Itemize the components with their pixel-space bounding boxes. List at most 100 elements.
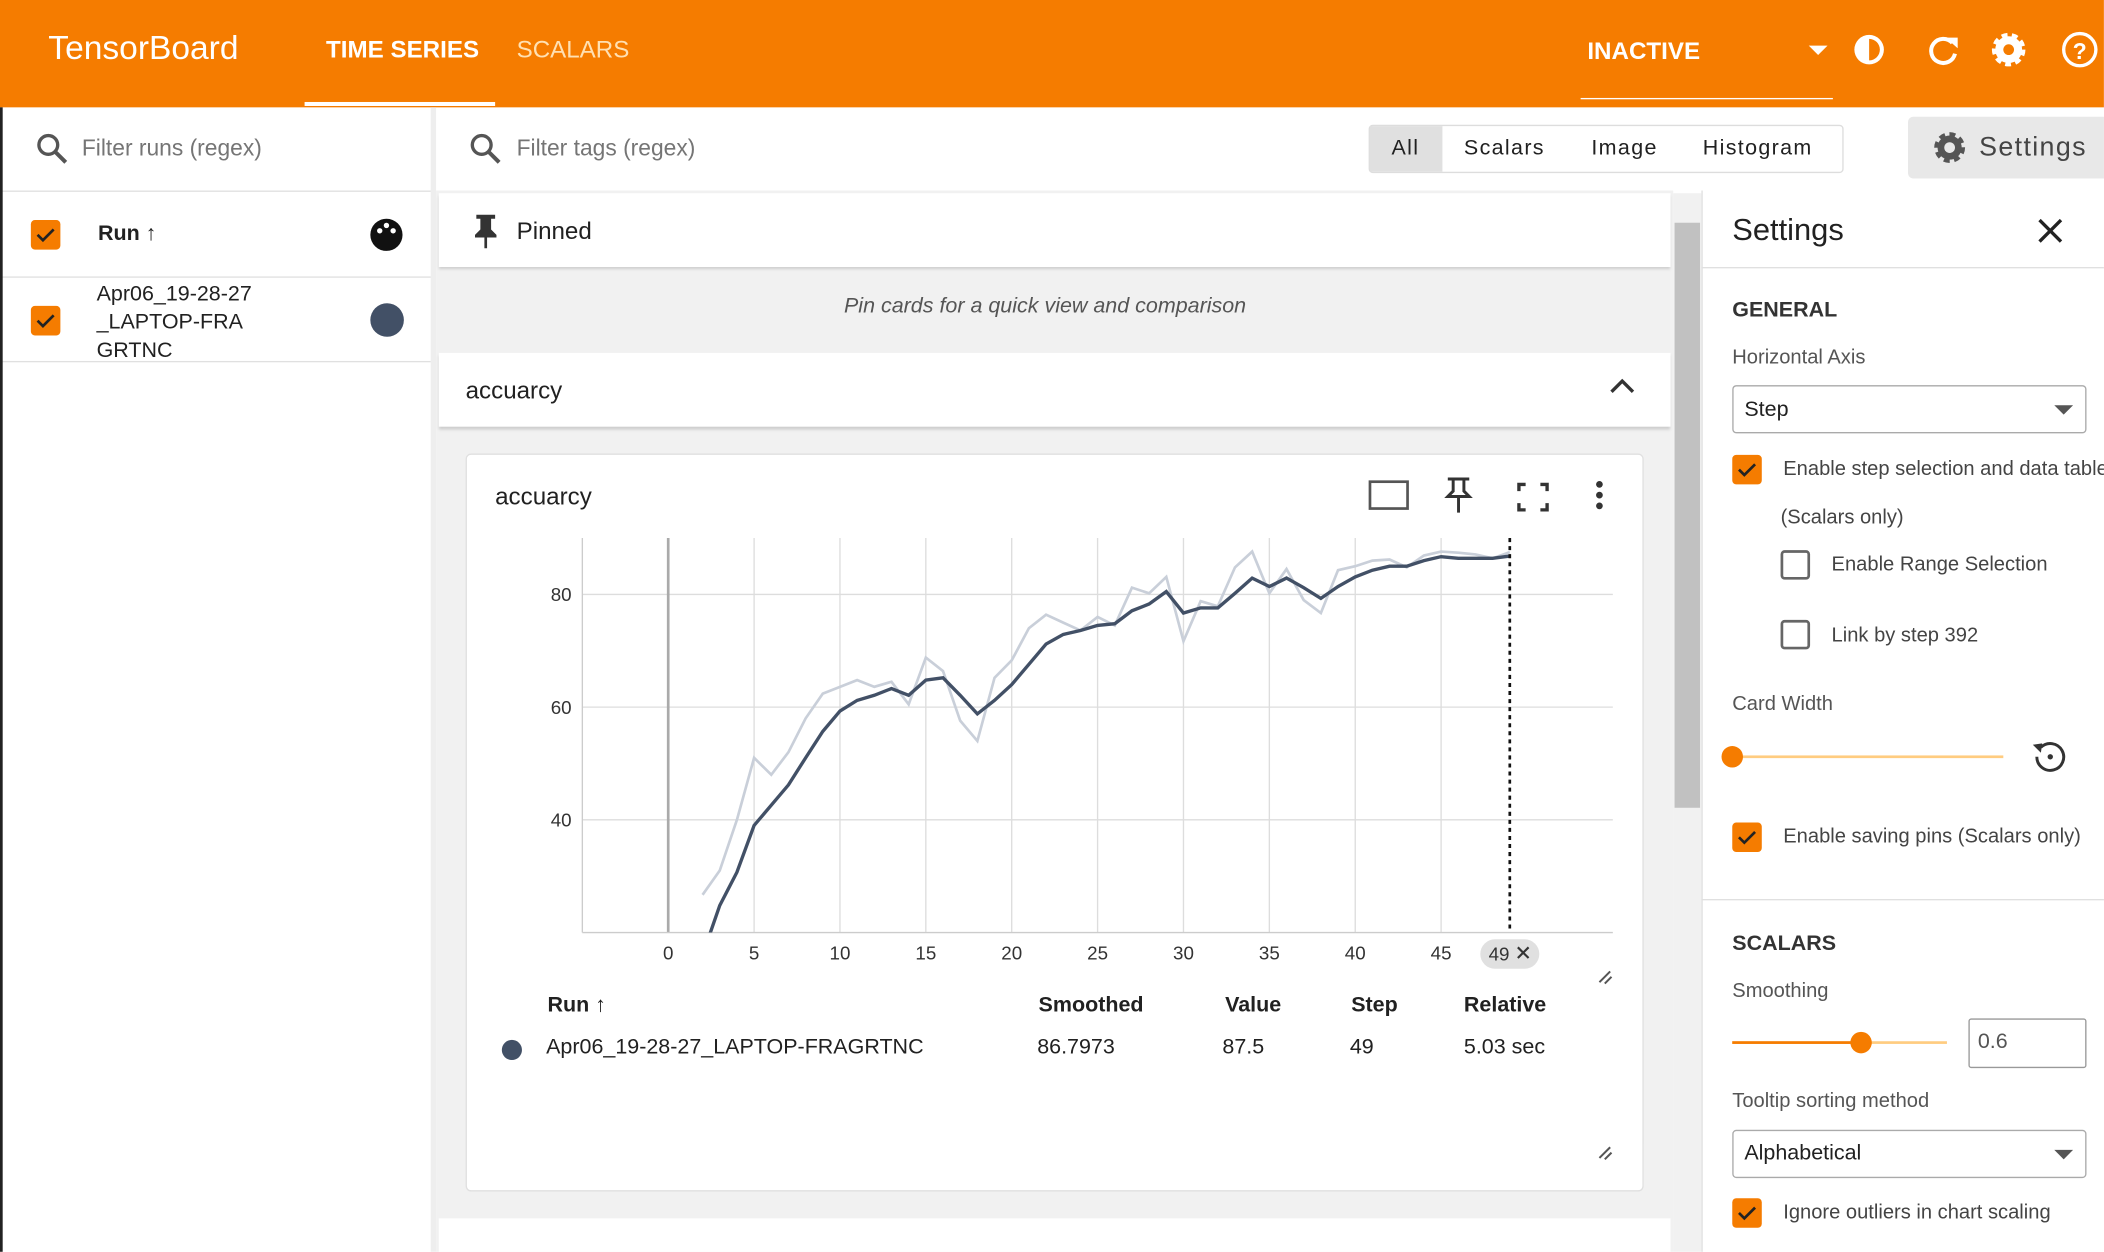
divider (1701, 267, 2104, 269)
label: Enable saving pins (Scalars only) (1783, 825, 2081, 849)
smoothing-input[interactable] (1968, 1018, 2087, 1069)
label: Ignore outliers in chart scaling (1783, 1200, 2051, 1224)
type-option[interactable]: Histogram (1702, 136, 1813, 160)
next-group (438, 1218, 1671, 1252)
checkbox[interactable] (1732, 822, 1762, 853)
group-header[interactable] (438, 352, 1671, 427)
menu-icon[interactable] (1596, 481, 1603, 510)
x-tick-label: 10 (830, 942, 851, 963)
sorting-select[interactable] (1732, 1129, 2087, 1179)
checkbox[interactable] (1780, 619, 1811, 650)
table-header[interactable]: Smoothed (1038, 994, 1144, 1018)
label: Tooltip sorting method (1732, 1089, 1930, 1113)
tab[interactable]: SCALARS (516, 36, 630, 64)
label: Link by step 392 (1831, 623, 1979, 647)
smoothing-value: 0.6 (1977, 1030, 2008, 1054)
x-tick-label: 20 (1001, 942, 1022, 963)
checkbox[interactable] (30, 220, 61, 250)
divider (1701, 899, 2104, 901)
label: Smoothing (1732, 979, 1829, 1003)
section-title: SCALARS (1732, 932, 1837, 956)
label: Enable Range Selection (1831, 552, 2048, 576)
pin-card-icon[interactable] (1444, 477, 1473, 513)
step-chip (1480, 939, 1540, 969)
section-title: GENERAL (1732, 299, 1838, 323)
type-option[interactable]: Scalars (1463, 136, 1545, 160)
status-underline (1580, 97, 1833, 100)
tab-indicator (304, 101, 496, 107)
x-tick-label: 35 (1259, 942, 1280, 963)
table-header[interactable]: Relative (1463, 994, 1547, 1018)
table-header[interactable]: Step (1351, 994, 1398, 1018)
scroll-thumb[interactable] (1674, 222, 1701, 808)
run-name: Apr06_19-28-27_LAPTOP-FRAGRTNC (96, 283, 252, 363)
step-chip-label: 49 (1489, 944, 1510, 965)
resize-handle (1598, 970, 1613, 985)
x-tick-label: 45 (1431, 942, 1452, 963)
card-title: accuarcy (495, 483, 592, 510)
table-cell: 49 (1349, 1035, 1374, 1059)
settings-title: Settings (1732, 212, 1844, 247)
x-tick-label: 5 (749, 942, 759, 963)
dropdown-icon[interactable] (1808, 45, 1828, 56)
close-icon[interactable] (2034, 215, 2066, 247)
y-tick-label: 40 (551, 810, 572, 831)
x-tick-label: 40 (1345, 942, 1366, 963)
sorting-value: Alphabetical (1744, 1141, 1862, 1165)
table-header[interactable]: Value (1225, 994, 1282, 1018)
search-icon (37, 133, 68, 164)
card-actions (1368, 477, 1603, 513)
gear-icon (1934, 132, 1966, 164)
refresh-icon[interactable] (1929, 36, 1957, 65)
runs-column[interactable]: Run ↑ (97, 222, 157, 246)
divider (0, 360, 431, 363)
step-chip-close[interactable] (1517, 946, 1530, 959)
header (0, 0, 2104, 108)
slider-thumb[interactable] (1721, 746, 1743, 768)
checkbox[interactable] (30, 305, 61, 336)
window-edge (0, 107, 3, 1252)
y-tick-label: 60 (551, 697, 572, 718)
label: Card Width (1732, 692, 1833, 716)
checkbox[interactable] (1732, 1198, 1762, 1228)
group-title: accuarcy (465, 377, 563, 404)
svg-text:?: ? (2073, 38, 2087, 64)
status[interactable]: INACTIVE (1587, 37, 1701, 65)
card (465, 453, 1644, 1192)
label: Horizontal Axis (1732, 346, 1866, 369)
table-cell: 87.5 (1222, 1035, 1265, 1059)
collapse-icon[interactable] (1607, 373, 1637, 400)
runs-filter[interactable]: Filter runs (regex) (81, 135, 262, 162)
tab[interactable]: TIME SERIES (326, 36, 480, 64)
run-color[interactable] (370, 303, 404, 337)
divider (430, 107, 437, 1252)
table-cell: Apr06_19-28-27_LAPTOP-FRAGRTNC (546, 1035, 924, 1059)
type-filter (1368, 124, 1844, 174)
axis-select[interactable] (1732, 385, 2087, 434)
header-icons: ? (1808, 31, 2098, 68)
table-header[interactable]: Run ↑ (547, 994, 606, 1018)
axis-value: Step (1744, 398, 1789, 422)
checkbox[interactable] (1780, 550, 1811, 580)
divider (0, 276, 431, 278)
settings-button-label[interactable]: Settings (1979, 132, 2087, 163)
pinned-title: Pinned (516, 217, 592, 245)
tags-filter[interactable]: Filter tags (regex) (516, 135, 696, 162)
checkbox[interactable] (1732, 454, 1762, 485)
slider-thumb[interactable] (1850, 1031, 1872, 1054)
fit-icon[interactable] (1368, 480, 1409, 510)
type-option[interactable]: All (1391, 136, 1420, 160)
help-icon[interactable] (2062, 31, 2098, 68)
x-tick-label: 25 (1087, 942, 1108, 963)
reset-icon[interactable] (2029, 737, 2069, 777)
palette-icon[interactable] (369, 217, 407, 255)
table-cell: 86.7973 (1037, 1035, 1115, 1059)
y-tick-label: 80 (551, 584, 572, 605)
slider-fill (1732, 1041, 1862, 1044)
series-line (708, 554, 1511, 933)
x-tick-label: 30 (1173, 942, 1194, 963)
brand: TensorBoard (48, 29, 239, 68)
type-option[interactable]: Image (1591, 136, 1658, 160)
fullscreen-icon[interactable] (1517, 482, 1549, 512)
x-tick-label: 0 (663, 942, 673, 963)
